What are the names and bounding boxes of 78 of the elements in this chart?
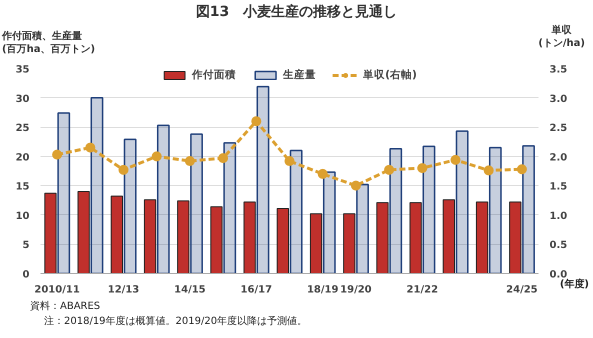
point xyxy=(152,151,162,162)
bar xyxy=(90,97,104,274)
bar xyxy=(144,199,156,274)
y2-tick-label: 0.5 xyxy=(550,240,568,252)
legend-label: 作付面積 xyxy=(192,68,236,82)
y-tick-label: 10 xyxy=(16,210,30,222)
bar xyxy=(343,213,356,274)
bar xyxy=(177,200,190,274)
point xyxy=(251,116,262,126)
bar xyxy=(256,86,270,274)
bar xyxy=(410,202,422,274)
x-tick-label: 19/20 xyxy=(340,284,372,296)
y-tick-label: 35 xyxy=(16,64,30,76)
bar xyxy=(210,206,223,274)
y-tick-label: 30 xyxy=(16,94,30,105)
legend-label: 生産量 xyxy=(283,68,316,82)
bar xyxy=(322,171,336,274)
point xyxy=(417,163,428,174)
bar xyxy=(124,138,137,274)
bar xyxy=(509,202,522,274)
x-tick-label: 18/19 xyxy=(306,284,338,296)
x-tick-label: 14/15 xyxy=(174,284,206,296)
point xyxy=(218,153,228,164)
y-tick-label: 5 xyxy=(22,240,30,252)
point xyxy=(350,180,361,191)
bar xyxy=(310,213,322,274)
point xyxy=(384,164,394,175)
bar xyxy=(190,133,203,274)
bar xyxy=(476,202,488,274)
y2-tick-label: 2.0 xyxy=(550,152,568,164)
y-tick-label: 20 xyxy=(16,152,30,164)
bar xyxy=(44,192,57,274)
x-tick-label: 21/22 xyxy=(406,284,438,296)
x-tick-label: 24/25 xyxy=(506,284,538,296)
point xyxy=(516,164,527,174)
y-tick-label: 0 xyxy=(22,270,30,280)
bar xyxy=(356,184,369,274)
bar xyxy=(422,146,436,274)
bar xyxy=(376,202,389,274)
bar xyxy=(78,191,90,274)
bar xyxy=(244,202,256,274)
point xyxy=(284,156,294,166)
x-tick-label: 2010/11 xyxy=(34,284,80,296)
y2-tick-label: 1.5 xyxy=(550,182,568,193)
x-tick-label: 12/13 xyxy=(108,284,140,296)
bar xyxy=(522,145,535,274)
bar xyxy=(442,199,456,274)
text: 資料：ABARES xyxy=(30,300,100,314)
point xyxy=(118,164,128,175)
point xyxy=(184,156,195,166)
y-tick-label: 15 xyxy=(16,182,30,193)
point xyxy=(484,165,494,176)
point xyxy=(318,168,328,179)
x-axis-title: (年度) xyxy=(560,278,589,292)
text: 注：2018/19年度は概算値。2019/20年度以降は予測値。 xyxy=(44,315,308,329)
y-tick-label: 25 xyxy=(16,123,30,134)
bar xyxy=(110,196,124,274)
y-axis-title: 作付面積、生産量 (百万ha、百万トン) xyxy=(2,30,96,56)
bar xyxy=(290,150,303,274)
chart-title: 図13 小麦生産の推移と見通し xyxy=(194,2,398,22)
y2-tick-label: 1.0 xyxy=(550,210,568,222)
point xyxy=(450,154,460,165)
bar xyxy=(456,130,469,274)
bar xyxy=(57,112,70,274)
point xyxy=(52,150,62,160)
y2-tick-label: 3.5 xyxy=(550,64,568,76)
bar xyxy=(156,124,170,274)
y2-tick-label: 3.0 xyxy=(550,94,568,105)
point xyxy=(85,142,96,153)
bar xyxy=(223,142,236,274)
y2-axis-title: 単収 (トン/ha) xyxy=(538,24,585,50)
y2-tick-label: 2.5 xyxy=(550,123,568,134)
legend-label: 単収(右軸) xyxy=(363,68,417,82)
bar xyxy=(488,146,502,274)
bar xyxy=(276,208,290,274)
bar xyxy=(389,148,402,274)
x-tick-label: 16/17 xyxy=(240,284,272,296)
y2-tick-label: 0.0 xyxy=(550,270,568,280)
